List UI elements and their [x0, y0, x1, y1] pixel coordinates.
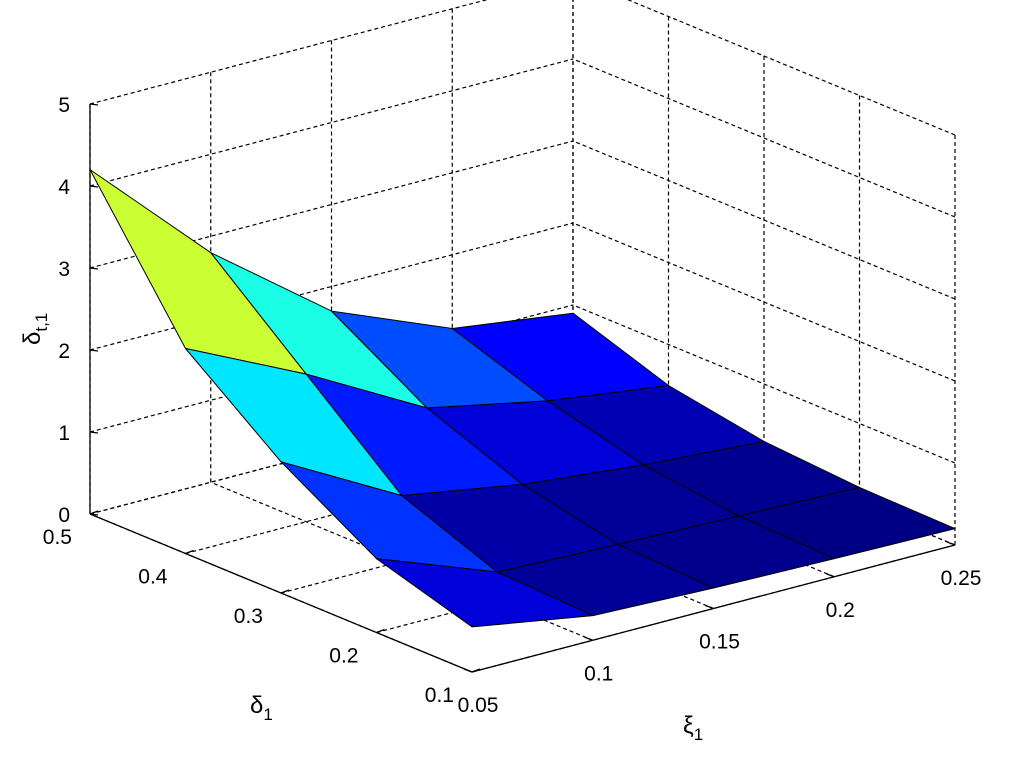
gridline-backwall-z-3	[89, 140, 574, 269]
gridline-backwall-z-2	[89, 222, 574, 351]
surface-layer	[89, 169, 956, 628]
x-axis-label-sub: 1	[694, 725, 703, 744]
z-tick-mark	[89, 185, 99, 188]
y-tick-label: 0.3	[234, 605, 263, 628]
x-tick-label: 0.2	[826, 599, 855, 622]
x-tick-mark	[705, 604, 714, 610]
gridline-sidewall-z-4	[572, 58, 956, 218]
z-tick-mark	[89, 349, 99, 352]
y-tick-label: 0.5	[43, 526, 72, 549]
gridline-sidewall-z-1	[572, 304, 956, 464]
y-axis-label-main: δ	[250, 692, 263, 719]
z-axis-label-main: δ	[19, 332, 46, 345]
z-tick-label: 4	[58, 176, 70, 199]
z-tick-mark	[89, 103, 99, 106]
x-tick-label: 0.25	[941, 567, 982, 590]
z-tick-label: 0	[58, 504, 70, 527]
x-tick-label: 0.05	[458, 694, 499, 717]
z-tick-label: 2	[58, 340, 70, 363]
x-tick-mark	[946, 541, 956, 546]
y-tick-mark	[376, 628, 385, 634]
y-tick-mark	[185, 549, 194, 555]
z-tick-mark	[89, 431, 99, 434]
z-axis-label-sub: t,1	[32, 313, 51, 332]
x-tick-label: 0.15	[699, 631, 740, 654]
z-tick-mark	[89, 513, 99, 516]
y-axis-label-sub: 1	[263, 705, 272, 724]
x-tick-mark	[584, 636, 593, 641]
x-axis-label: ξ1	[683, 712, 703, 744]
y-tick-label: 0.4	[138, 566, 168, 589]
z-axis-label: δt,1	[19, 313, 51, 345]
z-tick-label: 1	[58, 422, 70, 445]
y-tick-mark	[280, 589, 290, 594]
x-axis-label-main: ξ	[683, 712, 694, 739]
gridline-sidewall-z-3	[572, 140, 956, 300]
x-tick-mark	[826, 573, 835, 578]
y-tick-label: 0.1	[425, 684, 454, 707]
z-tick-label: 5	[58, 94, 70, 117]
gridline-sidewall-z-5	[627, 0, 956, 136]
surface-patch-0-3	[738, 487, 956, 560]
y-tick-label: 0.2	[329, 645, 358, 668]
gridline-sidewall-z-2	[572, 222, 956, 382]
z-tick-mark	[89, 267, 99, 270]
gridline-backwall-z-5	[89, 0, 488, 105]
y-axis-label: δ1	[250, 692, 273, 724]
y-tick-mark	[471, 668, 481, 673]
x-tick-label: 0.1	[584, 662, 613, 685]
surface-patch-3-0	[89, 169, 307, 375]
gridline-backwall-z-4	[89, 58, 574, 187]
z-tick-label: 3	[58, 258, 70, 281]
y-tick-mark	[89, 510, 99, 515]
x-tick-mark	[463, 668, 473, 673]
